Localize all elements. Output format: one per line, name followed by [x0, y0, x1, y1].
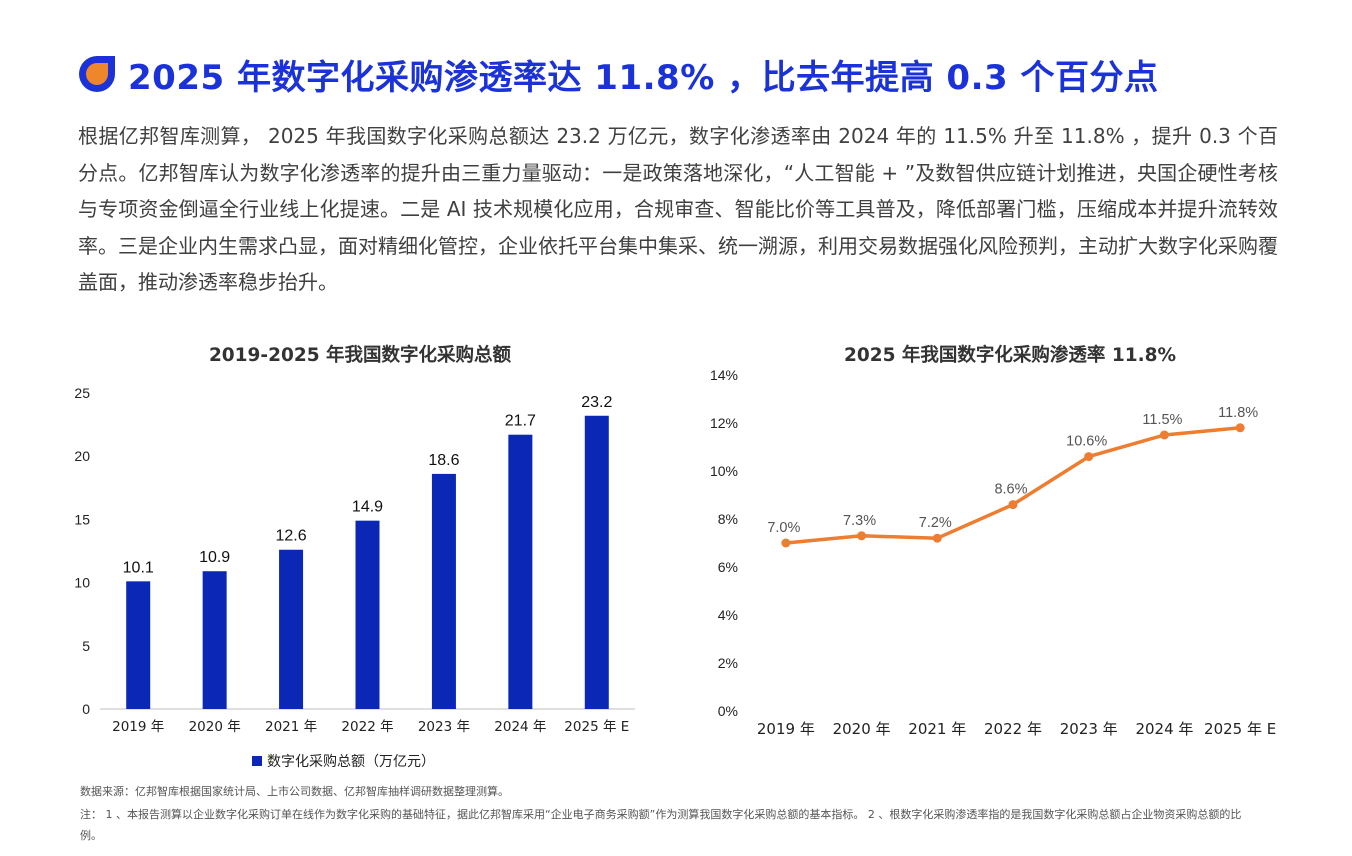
bar-y-tick: 0: [82, 701, 90, 717]
bar-data-label: 21.7: [505, 413, 536, 430]
line-x-tick: 2022 年: [984, 720, 1042, 738]
line-y-tick: 2%: [718, 655, 738, 671]
line-point: [932, 533, 942, 543]
line-y-tick: 6%: [718, 559, 738, 575]
line-data-label: 11.8%: [1218, 405, 1258, 421]
line-data-label: 11.5%: [1142, 412, 1182, 428]
line-point: [781, 538, 791, 548]
bar-data-label: 12.6: [276, 528, 307, 545]
header: 2025 年数字化采购渗透率达 11.8% ，比去年提高 0.3 个百分点: [78, 46, 1159, 102]
line-y-tick: 14%: [710, 367, 738, 383]
line-x-tick: 2023 年: [1060, 720, 1118, 738]
bar: [508, 434, 533, 709]
bar-y-tick: 10: [74, 575, 90, 591]
line-y-tick: 4%: [718, 607, 738, 623]
bar-y-tick: 25: [74, 385, 90, 401]
footnote: 注： 1 、本报告测算以企业数字化采购订单在线作为数字化采购的基础特征，据此亿邦…: [80, 808, 1242, 842]
line-y-tick: 12%: [710, 415, 738, 431]
line-data-label: 7.2%: [919, 515, 952, 531]
bar: [431, 473, 456, 709]
bar-chart-title: 2019-2025 年我国数字化采购总额: [208, 345, 512, 366]
line-y-tick: 10%: [710, 463, 738, 479]
bar-legend: 数字化采购总额（万亿元）: [252, 751, 435, 771]
bar: [126, 581, 151, 709]
bar-x-tick: 2024 年: [494, 719, 546, 735]
line-x-tick: 2021 年: [908, 720, 966, 738]
line-chart-title: 2025 年我国数字化采购渗透率 11.8%: [843, 345, 1177, 366]
line-point: [1084, 452, 1094, 462]
line-y-tick: 0%: [718, 703, 738, 719]
line-point: [1235, 423, 1245, 433]
bar-x-tick: 2022 年: [341, 719, 393, 735]
bar-data-label: 18.6: [428, 452, 459, 469]
bar-x-tick: 2020 年: [189, 719, 241, 735]
bar-x-tick: 2021 年: [265, 719, 317, 735]
bar-y-tick: 20: [74, 448, 90, 464]
bar-x-tick: 2025 年 E: [564, 719, 629, 735]
bar-y-tick: 15: [74, 511, 90, 527]
line-y-tick: 8%: [718, 511, 738, 527]
body-paragraph: 根据亿邦智库测算， 2025 年我国数字化采购总额达 23.2 万亿元，数字化渗…: [78, 124, 1278, 294]
logo-icon: [79, 56, 115, 92]
bar-data-label: 10.9: [199, 549, 230, 566]
line-x-tick: 2020 年: [833, 720, 891, 738]
line-point: [857, 531, 867, 541]
line-x-tick: 2025 年 E: [1204, 720, 1276, 738]
line-x-tick: 2024 年: [1135, 720, 1193, 738]
bar-data-label: 23.2: [581, 394, 612, 411]
page-title: 2025 年数字化采购渗透率达 11.8% ，比去年提高 0.3 个百分点: [128, 57, 1159, 98]
bar: [202, 571, 227, 709]
line-point: [1008, 500, 1018, 510]
bar: [584, 415, 609, 709]
line-data-label: 8.6%: [994, 482, 1027, 498]
line-data-label: 7.3%: [843, 513, 876, 529]
bar-data-label: 14.9: [352, 499, 383, 516]
line-x-tick: 2019 年: [757, 720, 815, 738]
bar-x-tick: 2023 年: [418, 719, 470, 735]
data-source: 数据来源：亿邦智库根据国家统计局、上市公司数据、亿邦智库抽样调研数据整理测算。: [80, 785, 509, 798]
legend-label: 数字化采购总额（万亿元）: [267, 754, 435, 770]
line-point: [1159, 430, 1169, 440]
bar-y-tick: 5: [82, 638, 90, 654]
line-data-label: 7.0%: [767, 520, 800, 536]
bar: [355, 520, 380, 709]
line-data-label: 10.6%: [1066, 434, 1107, 450]
bar-x-tick: 2019 年: [112, 719, 164, 735]
bar-data-label: 10.1: [123, 559, 154, 576]
bar: [279, 549, 304, 709]
legend-swatch: [252, 756, 262, 766]
